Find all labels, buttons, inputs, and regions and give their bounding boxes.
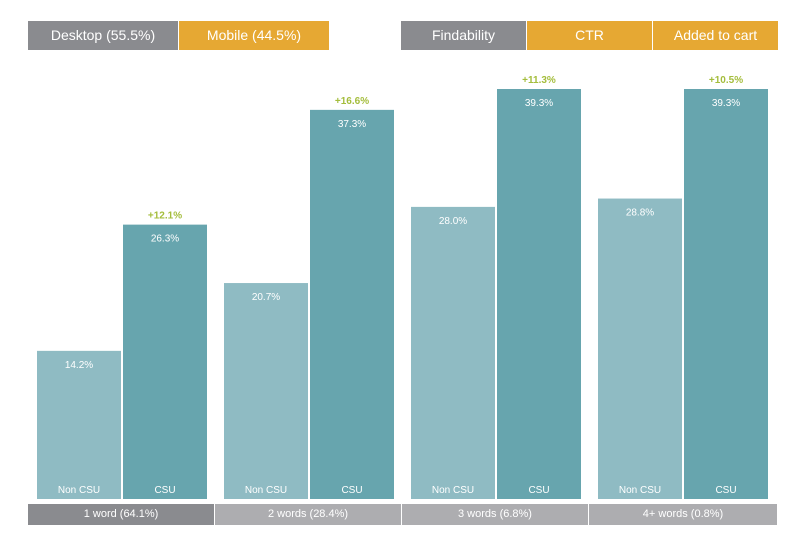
tab-desktop[interactable]: Desktop (55.5%) xyxy=(28,21,178,50)
bar-label-non-csu-3: Non CSU xyxy=(619,485,661,496)
bar-non-csu-1 xyxy=(224,283,308,499)
value-label-non-csu-1: 20.7% xyxy=(252,292,280,303)
bar-label-non-csu-0: Non CSU xyxy=(58,485,100,496)
bar-csu-2 xyxy=(497,89,581,499)
value-label-csu-3: 39.3% xyxy=(712,98,740,109)
tab-added-to-cart[interactable]: Added to cart xyxy=(653,21,778,50)
bar-label-csu-2: CSU xyxy=(528,485,549,496)
uplift-label-3: +10.5% xyxy=(709,75,743,86)
category-label-3-words[interactable]: 3 words (6.8%) xyxy=(402,504,588,525)
bar-label-csu-3: CSU xyxy=(715,485,736,496)
bar-non-csu-0 xyxy=(37,350,121,499)
tab-findability[interactable]: Findability xyxy=(401,21,526,50)
value-label-non-csu-0: 14.2% xyxy=(65,360,93,371)
bar-non-csu-3 xyxy=(598,198,682,499)
bar-label-non-csu-2: Non CSU xyxy=(432,485,474,496)
category-label-4plus-words[interactable]: 4+ words (0.8%) xyxy=(589,504,777,525)
uplift-label-2: +11.3% xyxy=(522,75,556,86)
bar-label-csu-0: CSU xyxy=(154,485,175,496)
bar-label-csu-1: CSU xyxy=(341,485,362,496)
value-label-csu-1: 37.3% xyxy=(338,119,366,130)
bar-csu-0 xyxy=(123,224,207,499)
category-label-2-words[interactable]: 2 words (28.4%) xyxy=(215,504,401,525)
value-label-csu-2: 39.3% xyxy=(525,98,553,109)
category-label-1-word[interactable]: 1 word (64.1%) xyxy=(28,504,214,525)
bar-csu-1 xyxy=(310,109,394,499)
value-label-non-csu-3: 28.8% xyxy=(626,208,654,219)
bar-label-non-csu-1: Non CSU xyxy=(245,485,287,496)
tab-ctr[interactable]: CTR xyxy=(527,21,652,50)
tab-mobile[interactable]: Mobile (44.5%) xyxy=(179,21,329,50)
uplift-label-1: +16.6% xyxy=(335,96,369,107)
value-label-csu-0: 26.3% xyxy=(151,234,179,245)
bar-non-csu-2 xyxy=(411,206,495,499)
bar-csu-3 xyxy=(684,89,768,499)
value-label-non-csu-2: 28.0% xyxy=(439,216,467,227)
uplift-label-0: +12.1% xyxy=(148,211,182,222)
